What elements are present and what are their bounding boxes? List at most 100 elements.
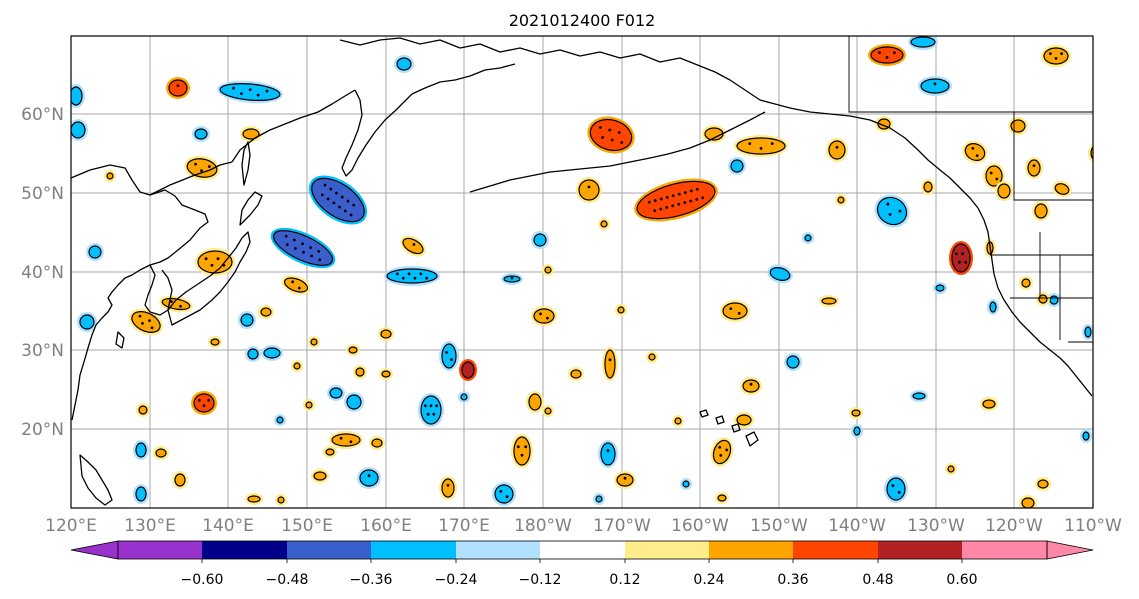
- anomaly-core: [197, 250, 233, 274]
- lon-label-140e: 140°E: [202, 516, 254, 536]
- anomaly-core: [923, 181, 933, 193]
- significance-dot: [749, 382, 753, 386]
- political-borders: [848, 36, 1093, 343]
- positive-anomaly-region: [962, 140, 988, 164]
- significance-dot: [954, 252, 958, 256]
- positive-anomaly-region: [459, 359, 477, 381]
- significance-dot: [320, 193, 324, 197]
- negative-anomaly-region: [908, 36, 938, 50]
- anomaly-core: [951, 243, 971, 273]
- anomaly-core: [1037, 479, 1049, 489]
- colorbar-extend-low: [70, 540, 119, 560]
- anomaly-core: [1084, 326, 1092, 338]
- negative-anomaly-region: [308, 175, 368, 225]
- significance-dot: [671, 204, 675, 208]
- anomaly-core: [947, 465, 955, 473]
- significance-dot: [1032, 164, 1036, 168]
- negative-anomaly-region: [357, 467, 381, 489]
- anomaly-core: [88, 245, 102, 259]
- significance-dot: [1054, 57, 1058, 60]
- anomaly-core: [359, 469, 379, 487]
- colorbar-extend-high: [1046, 540, 1094, 560]
- negative-anomaly-region: [728, 157, 746, 175]
- significance-dot: [608, 128, 612, 132]
- anomaly-core: [283, 277, 309, 293]
- significance-dot: [888, 212, 892, 216]
- positive-anomaly-region: [191, 391, 217, 415]
- positive-anomaly-region: [308, 336, 320, 348]
- negative-anomaly-region: [192, 126, 210, 142]
- anomaly-core: [533, 233, 547, 247]
- anomaly-core: [1038, 294, 1048, 304]
- significance-dot: [620, 141, 624, 144]
- anomaly-core: [260, 307, 272, 317]
- anomaly-core: [346, 394, 362, 410]
- anomaly-core: [71, 121, 86, 139]
- anomaly-core: [985, 165, 1003, 187]
- significance-dot: [893, 51, 896, 54]
- significance-dot: [770, 142, 774, 146]
- significance-dot: [659, 207, 663, 211]
- negative-anomaly-region: [238, 311, 256, 329]
- anomaly-core: [461, 361, 475, 379]
- positive-anomaly-region: [1025, 157, 1043, 179]
- lon-label-150e: 150°E: [281, 516, 333, 536]
- anomaly-core: [381, 370, 391, 378]
- significance-dot: [340, 195, 344, 199]
- anomaly-core: [138, 405, 148, 415]
- anomaly-core: [174, 473, 186, 487]
- significance-dot: [352, 203, 356, 207]
- significance-dot: [310, 254, 314, 258]
- anomaly-core: [311, 177, 365, 223]
- significance-dot: [194, 162, 197, 166]
- anomaly-core: [168, 79, 188, 97]
- negative-anomaly-region: [1082, 324, 1093, 340]
- significance-dot: [367, 474, 371, 477]
- anomaly-core: [712, 439, 732, 465]
- anomaly-core: [997, 183, 1011, 199]
- positive-anomaly-region: [245, 493, 263, 505]
- colorbar-tick-label: −0.36: [350, 572, 393, 588]
- anomaly-core: [786, 355, 800, 369]
- significance-dot: [294, 247, 297, 250]
- negative-anomaly-region: [274, 414, 286, 426]
- anomaly-core: [396, 57, 412, 71]
- significance-dot: [689, 199, 693, 203]
- positive-anomaly-region: [715, 492, 729, 504]
- negative-anomaly-region: [1080, 429, 1092, 443]
- positive-anomaly-region: [172, 471, 188, 489]
- negative-anomaly-region: [933, 282, 947, 294]
- positive-anomaly-region: [153, 446, 169, 460]
- significance-dot: [419, 272, 423, 276]
- positive-anomaly-region: [849, 407, 863, 419]
- significance-dot: [204, 257, 208, 261]
- significance-dot: [601, 136, 605, 139]
- anomaly-core: [769, 267, 791, 281]
- positive-anomaly-region: [945, 463, 957, 475]
- negative-anomaly-region: [217, 80, 283, 104]
- positive-anomaly-region: [208, 336, 222, 348]
- positive-anomaly-region: [136, 403, 150, 417]
- negative-anomaly-region: [71, 119, 88, 141]
- anomaly-core: [210, 338, 220, 346]
- anomaly-core: [736, 414, 752, 426]
- significance-dot: [695, 187, 699, 191]
- anomaly-core: [155, 448, 167, 458]
- anomaly-core: [380, 329, 392, 339]
- anomaly-core: [935, 284, 945, 292]
- positive-anomaly-region: [303, 399, 315, 411]
- positive-anomaly-region: [740, 377, 762, 395]
- significance-dot: [401, 276, 405, 280]
- anomaly-core: [837, 196, 845, 204]
- significance-dot: [301, 242, 304, 246]
- significance-dot: [256, 93, 260, 97]
- colorbar-tick-label: −0.12: [519, 572, 562, 588]
- lon-label-110w: 110°W: [1064, 516, 1122, 536]
- colorbar: [70, 540, 1094, 563]
- significance-dot: [878, 51, 881, 54]
- positive-anomaly-region: [568, 367, 584, 381]
- positive-anomaly-region: [819, 295, 839, 307]
- negative-anomaly-region: [245, 346, 261, 362]
- significance-dot: [445, 351, 448, 354]
- colorbar-segment: [962, 541, 1047, 559]
